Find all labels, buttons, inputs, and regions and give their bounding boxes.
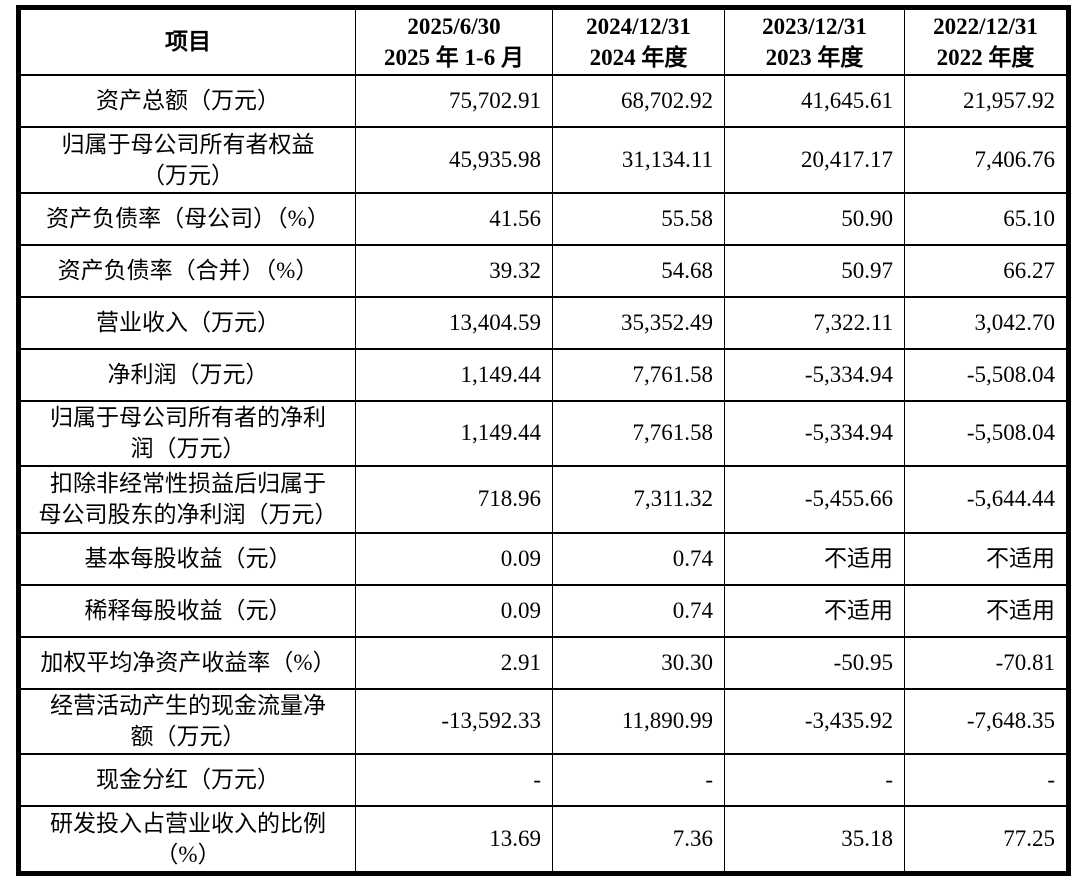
cell-value: -13,592.33 [355,687,553,755]
row-label: 净利润（万元） [18,347,356,402]
cell-value: 7,406.76 [904,125,1069,194]
cell-value: 0.09 [355,531,553,586]
header-row: 项目 2025/6/30 2025 年 1-6 月 2024/12/31 202… [18,6,1069,76]
header-item-column: 项目 [18,6,356,76]
row-label: 稀释每股收益（元） [18,583,356,638]
cell-value: 75,702.91 [355,73,553,128]
cell-value: -50.95 [724,635,905,690]
row-label: 归属于母公司所有者权益 （万元） [18,125,356,194]
cell-value: 7,761.58 [552,399,725,467]
cell-value: 20,417.17 [724,125,905,194]
table-row: 资产总额（万元） 75,702.91 68,702.92 41,645.61 21,95… [18,73,1069,128]
cell-value: 1,149.44 [355,399,553,467]
cell-value: 不适用 [904,531,1069,586]
table-body: 资产总额（万元） 75,702.91 68,702.92 41,645.61 21,95… [18,73,1069,875]
cell-value: 41.56 [355,191,553,246]
cell-value: 30.30 [552,635,725,690]
cell-value: 35,352.49 [552,295,725,350]
row-label: 资产总额（万元） [18,73,356,128]
cell-value: 1,149.44 [355,347,553,402]
row-label: 经营活动产生的现金流量净 额（万元） [18,687,356,755]
cell-value: 39.32 [355,243,553,298]
cell-value: 31,134.11 [552,125,725,194]
cell-value: - [552,752,725,807]
row-label: 加权平均净资产收益率（%） [18,635,356,690]
cell-value: -3,435.92 [724,687,905,755]
cell-value: - [904,752,1069,807]
cell-value: 50.90 [724,191,905,246]
cell-value: 不适用 [904,583,1069,638]
cell-value: 11,890.99 [552,687,725,755]
table-row: 资产负债率（合并）（%） 39.32 54.68 50.97 66.27 [18,243,1069,298]
cell-value: 0.09 [355,583,553,638]
financial-summary-table: 项目 2025/6/30 2025 年 1-6 月 2024/12/31 202… [16,5,1071,876]
row-label: 现金分红（万元） [18,752,356,807]
cell-value: 不适用 [724,531,905,586]
cell-value: 50.97 [724,243,905,298]
cell-value: 不适用 [724,583,905,638]
cell-value: 0.74 [552,531,725,586]
cell-value: 54.68 [552,243,725,298]
cell-value: 13,404.59 [355,295,553,350]
header-period-2022: 2022/12/31 2022 年度 [904,6,1069,76]
table-row: 归属于母公司所有者的净利 润（万元） 1,149.44 7,761.58 -5,334… [18,399,1069,467]
row-label: 研发投入占营业收入的比例 （%） [18,804,356,875]
table-row: 现金分红（万元） - - - - [18,752,1069,807]
row-label: 资产负债率（合并）（%） [18,243,356,298]
cell-value: -5,334.94 [724,347,905,402]
table-row: 扣除非经常性损益后归属于 母公司股东的净利润（万元） 718.96 7,311.32… [18,464,1069,534]
table-row: 稀释每股收益（元） 0.09 0.74 不适用 不适用 [18,583,1069,638]
cell-value: -5,455.66 [724,464,905,534]
cell-value: -5,508.04 [904,347,1069,402]
row-label: 扣除非经常性损益后归属于 母公司股东的净利润（万元） [18,464,356,534]
header-period-2023: 2023/12/31 2023 年度 [724,6,905,76]
cell-value: 21,957.92 [904,73,1069,128]
cell-value: 55.58 [552,191,725,246]
cell-value: - [355,752,553,807]
cell-value: -5,334.94 [724,399,905,467]
table-row: 研发投入占营业收入的比例 （%） 13.69 7.36 35.18 77.25 [18,804,1069,875]
cell-value: 7,761.58 [552,347,725,402]
cell-value: 7.36 [552,804,725,875]
table-row: 归属于母公司所有者权益 （万元） 45,935.98 31,134.11 20,417… [18,125,1069,194]
cell-value: 3,042.70 [904,295,1069,350]
row-label: 营业收入（万元） [18,295,356,350]
row-label: 资产负债率（母公司）（%） [18,191,356,246]
cell-value: 7,311.32 [552,464,725,534]
table-row: 营业收入（万元） 13,404.59 35,352.49 7,322.11 3,042.… [18,295,1069,350]
cell-value: 13.69 [355,804,553,875]
header-period-2025h1: 2025/6/30 2025 年 1-6 月 [355,6,553,76]
row-label: 基本每股收益（元） [18,531,356,586]
cell-value: - [724,752,905,807]
table-row: 经营活动产生的现金流量净 额（万元） -13,592.33 11,890.99 -3,… [18,687,1069,755]
cell-value: 35.18 [724,804,905,875]
table-row: 资产负债率（母公司）（%） 41.56 55.58 50.90 65.10 [18,191,1069,246]
cell-value: 0.74 [552,583,725,638]
cell-value: 45,935.98 [355,125,553,194]
table-row: 加权平均净资产收益率（%） 2.91 30.30 -50.95 -70.81 [18,635,1069,690]
table-row: 基本每股收益（元） 0.09 0.74 不适用 不适用 [18,531,1069,586]
cell-value: -5,644.44 [904,464,1069,534]
cell-value: 41,645.61 [724,73,905,128]
cell-value: 65.10 [904,191,1069,246]
cell-value: -7,648.35 [904,687,1069,755]
cell-value: 2.91 [355,635,553,690]
cell-value: 7,322.11 [724,295,905,350]
header-period-2024: 2024/12/31 2024 年度 [552,6,725,76]
table-row: 净利润（万元） 1,149.44 7,761.58 -5,334.94 -5,508.0… [18,347,1069,402]
cell-value: -5,508.04 [904,399,1069,467]
cell-value: 68,702.92 [552,73,725,128]
row-label: 归属于母公司所有者的净利 润（万元） [18,399,356,467]
cell-value: 66.27 [904,243,1069,298]
cell-value: 77.25 [904,804,1069,875]
cell-value: 718.96 [355,464,553,534]
cell-value: -70.81 [904,635,1069,690]
